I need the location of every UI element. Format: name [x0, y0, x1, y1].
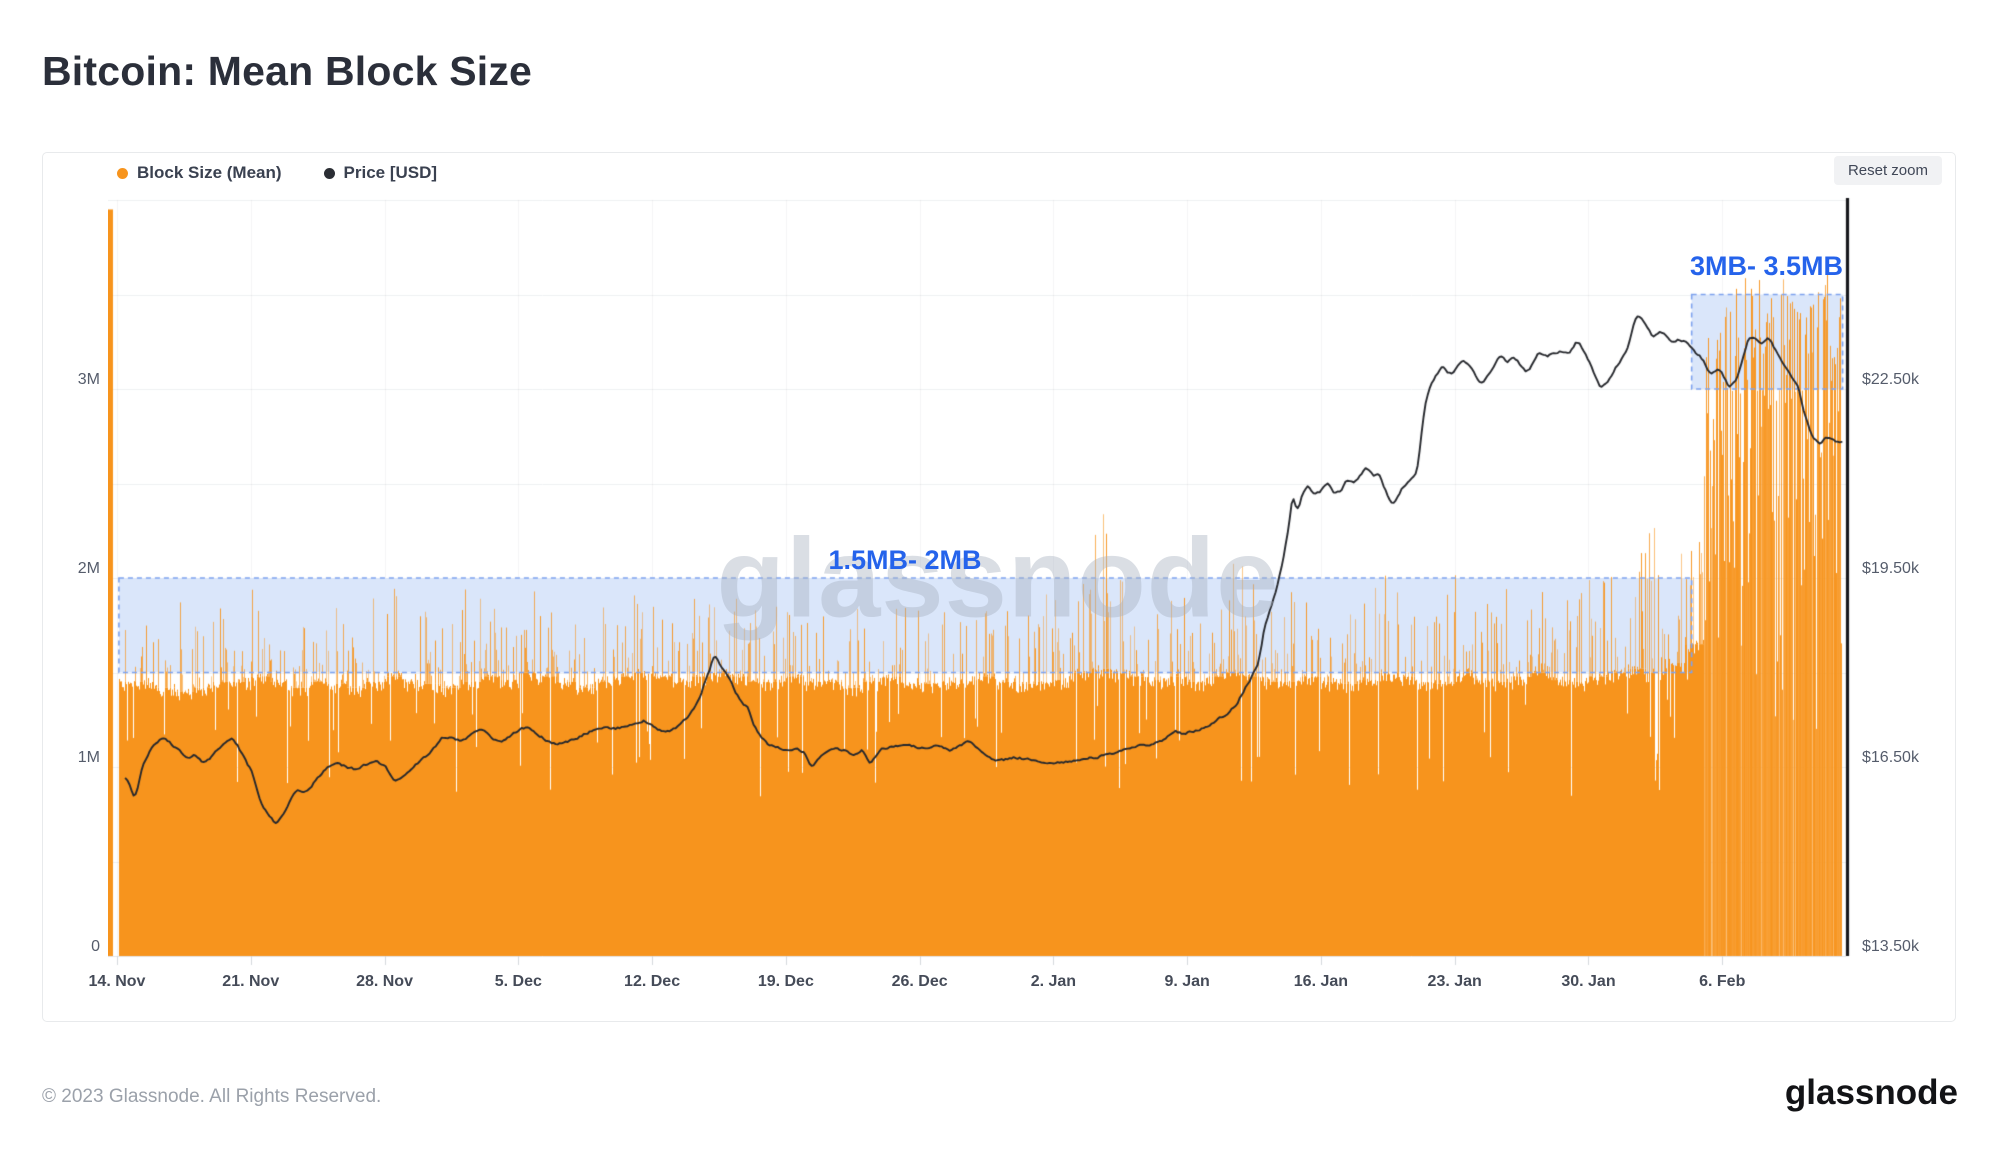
x-axis-tick-label: 5. Dec	[494, 973, 542, 990]
chart-legend: Block Size (Mean) Price [USD]	[117, 163, 437, 183]
x-axis-tick-label: 12. Dec	[624, 973, 681, 990]
y-left-tick-label: 3M	[77, 371, 100, 388]
x-axis-tick-label: 19. Dec	[757, 973, 814, 990]
x-axis-tick-label: 26. Dec	[891, 973, 948, 990]
x-axis-tick-label: 30. Jan	[1561, 973, 1616, 990]
band-annotation-3mb-3-5mb: 3MB- 3.5MB	[1689, 251, 1843, 281]
glassnode-logo: glassnode	[1784, 1073, 1958, 1112]
x-axis-tick-label: 2. Jan	[1030, 973, 1077, 990]
legend-dot-orange-icon	[117, 167, 128, 179]
y-right-tick-label: $16.50k	[1862, 749, 1919, 766]
x-axis-tick-label: 21. Nov	[222, 973, 280, 990]
y-left-tick-label: 0	[91, 938, 100, 955]
band-annotation-1-5mb-2mb: 1.5MB- 2MB	[828, 545, 982, 575]
y-right-tick-label: $13.50k	[1862, 938, 1919, 955]
chart-plot-area[interactable]	[108, 196, 1862, 970]
x-axis-tick-label: 6. Feb	[1699, 973, 1746, 990]
y-right-tick-label: $19.50k	[1862, 560, 1919, 577]
reset-zoom-button[interactable]: Reset zoom	[1833, 156, 1942, 185]
legend-item-price[interactable]: Price [USD]	[323, 163, 438, 183]
y-left-tick-label: 1M	[77, 749, 100, 766]
x-axis-tick-label: 28. Nov	[356, 973, 413, 990]
x-axis-tick-label: 9. Jan	[1164, 973, 1210, 990]
x-axis-tick-label: 16. Jan	[1293, 973, 1349, 990]
legend-dot-black-icon	[323, 167, 335, 179]
page-title: Bitcoin: Mean Block Size	[42, 48, 533, 94]
x-axis-tick-label: 14. Nov	[88, 973, 146, 990]
x-axis-tick-label: 23. Jan	[1427, 973, 1482, 990]
legend-item-block-size[interactable]: Block Size (Mean)	[117, 163, 282, 183]
legend-label: Price [USD]	[343, 163, 438, 182]
y-left-tick-label: 2M	[77, 560, 100, 577]
y-right-tick-label: $22.50k	[1862, 371, 1919, 388]
footer-copyright: © 2023 Glassnode. All Rights Reserved.	[42, 1086, 382, 1107]
legend-label: Block Size (Mean)	[137, 163, 282, 182]
